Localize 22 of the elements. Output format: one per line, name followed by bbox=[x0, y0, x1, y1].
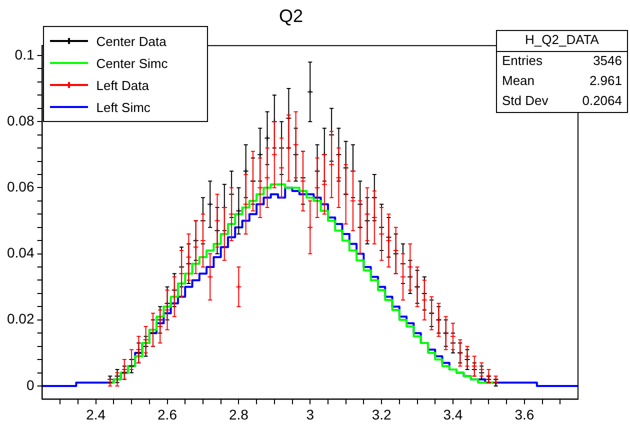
x-tick-label: 3.6 bbox=[514, 406, 534, 422]
legend-label: Left Data bbox=[96, 78, 149, 92]
y-tick-label: 0.02 bbox=[7, 310, 34, 327]
text: Entries 3546 bbox=[502, 53, 622, 68]
y-tick-label: 0.08 bbox=[7, 112, 34, 128]
x-tick-label: 2.4 bbox=[86, 406, 106, 422]
y-tick-label: 0.04 bbox=[7, 244, 34, 261]
legend-label: Left Simc bbox=[96, 100, 150, 114]
y-tick-label: 0.06 bbox=[7, 178, 34, 195]
chart-title: Q2 bbox=[278, 6, 304, 26]
y-tick-label: 0 bbox=[26, 376, 34, 393]
y-tick-label: 0.1 bbox=[14, 46, 34, 62]
legend-label: Center Data bbox=[96, 34, 166, 48]
x-tick-label: 2.6 bbox=[158, 406, 178, 422]
legend-label: Center Simc bbox=[96, 56, 168, 70]
x-tick-label: 3.2 bbox=[372, 406, 392, 422]
text: Mean 2.961 bbox=[502, 73, 622, 88]
text: Std Dev 0.2064 bbox=[502, 93, 622, 108]
x-tick-label: 3 bbox=[306, 406, 314, 422]
x-tick-label: 3.4 bbox=[443, 406, 463, 422]
annotation: H_Q2_DATA bbox=[497, 31, 627, 52]
x-tick-label: 2.8 bbox=[228, 406, 249, 422]
